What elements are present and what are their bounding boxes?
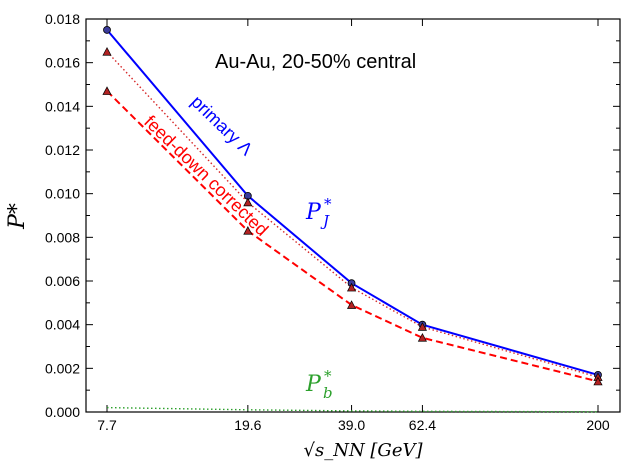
pb-label-base: P bbox=[305, 372, 322, 397]
pj-label: P * J bbox=[305, 195, 332, 230]
pj-label-base: P bbox=[305, 200, 322, 225]
x-tick-label: 200 bbox=[586, 417, 610, 433]
data-point bbox=[103, 26, 111, 34]
series-line-1 bbox=[106, 51, 599, 378]
data-point bbox=[346, 300, 357, 309]
y-tick-label: 0.004 bbox=[45, 317, 80, 333]
series-line-0 bbox=[106, 29, 599, 376]
y-tick-label: 0.006 bbox=[45, 273, 80, 289]
x-tick-label: 62.4 bbox=[409, 417, 436, 433]
plot-frame bbox=[85, 18, 621, 413]
data-point bbox=[243, 226, 253, 235]
data-point bbox=[417, 333, 427, 342]
pb-label-sup: * bbox=[324, 367, 332, 385]
y-tick-label: 0.014 bbox=[45, 98, 80, 114]
y-tick-label: 0.010 bbox=[45, 186, 80, 202]
y-tick-label: 0.000 bbox=[45, 404, 80, 420]
y-axis-label: P* bbox=[5, 203, 30, 230]
pb-label-sub: b bbox=[323, 384, 333, 402]
ticks: 0.000 0.002 0.004 0.006 0.008 0.010 0.012 0.014… bbox=[45, 11, 620, 433]
x-tick-label: 7.7 bbox=[97, 417, 117, 433]
title-annotation: Au-Au, 20-50% central bbox=[215, 51, 416, 73]
y-tick-label: 0.008 bbox=[45, 229, 80, 245]
data-point bbox=[243, 197, 253, 207]
y-tick-label: 0.018 bbox=[45, 11, 80, 27]
data-point bbox=[417, 322, 427, 331]
x-tick-label: 19.6 bbox=[234, 417, 261, 433]
pj-label-sup: * bbox=[324, 195, 332, 213]
x-axis-label: √s_NN [GeV] bbox=[303, 440, 423, 461]
y-tick-label: 0.002 bbox=[45, 360, 80, 376]
pj-label-sub: J bbox=[320, 212, 330, 230]
data-point bbox=[102, 86, 112, 95]
series-line-2 bbox=[106, 90, 599, 383]
y-tick-label: 0.012 bbox=[45, 142, 80, 158]
data-point bbox=[346, 282, 357, 292]
series-line-3 bbox=[106, 406, 599, 413]
y-tick-label: 0.016 bbox=[45, 55, 80, 71]
series-layer bbox=[102, 26, 603, 413]
pb-label: P * b bbox=[305, 367, 333, 402]
data-point bbox=[593, 376, 603, 386]
data-point bbox=[102, 47, 112, 56]
x-tick-label: 39.0 bbox=[338, 417, 365, 433]
feed-down-annotation: feed-down corrected bbox=[140, 111, 272, 239]
